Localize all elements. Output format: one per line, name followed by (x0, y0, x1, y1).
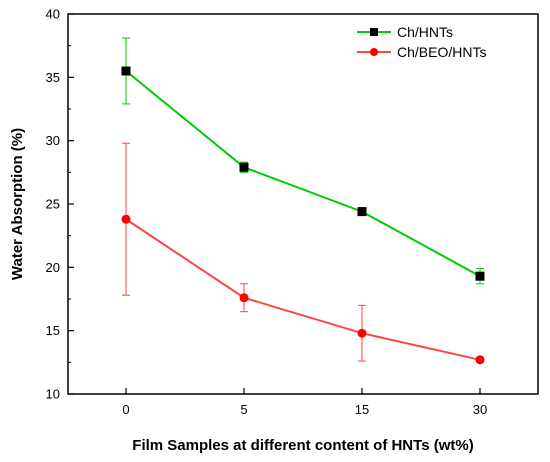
data-point (357, 207, 367, 217)
y-tick-label: 15 (46, 323, 60, 338)
x-tick-label: 15 (355, 402, 369, 417)
plot-frame (67, 13, 539, 395)
x-tick-label: 30 (473, 402, 487, 417)
y-tick-label: 40 (46, 7, 60, 22)
legend-label: Ch/HNTs (397, 24, 453, 40)
y-tick-label: 10 (46, 387, 60, 402)
x-tick-label: 0 (122, 402, 129, 417)
x-axis-ticks: 0 5 15 30 (122, 388, 487, 417)
y-tick-label: 30 (46, 133, 60, 148)
y-axis-ticks: 10 15 20 25 30 35 40 (46, 7, 74, 402)
data-point (239, 293, 249, 303)
data-point (357, 328, 367, 338)
series-ch-beo-hnts (121, 142, 485, 365)
legend-item-ch-hnts: Ch/HNTs (357, 24, 453, 40)
data-point (239, 162, 249, 172)
series-line-ch-hnts (125, 70, 481, 278)
y-tick-label: 20 (46, 260, 60, 275)
legend-marker (370, 48, 378, 56)
y-axis-title: Water Absorption (%) (9, 128, 26, 280)
legend-label: Ch/BEO/HNTs (397, 44, 486, 60)
series-line-ch-beo-hnts (125, 218, 481, 361)
data-point (121, 214, 131, 224)
x-tick-label: 5 (240, 402, 247, 417)
y-tick-label: 25 (46, 197, 60, 212)
y-tick-label: 35 (46, 70, 60, 85)
data-point (475, 271, 485, 281)
data-point (121, 66, 131, 76)
data-point (475, 355, 485, 365)
legend-item-ch-beo-hnts: Ch/BEO/HNTs (357, 44, 486, 60)
legend-marker (370, 28, 378, 36)
legend: Ch/HNTs Ch/BEO/HNTs (357, 24, 486, 60)
x-axis-title: Film Samples at different content of HNT… (132, 437, 473, 454)
series-ch-hnts (121, 37, 485, 285)
series-layer (121, 37, 485, 365)
